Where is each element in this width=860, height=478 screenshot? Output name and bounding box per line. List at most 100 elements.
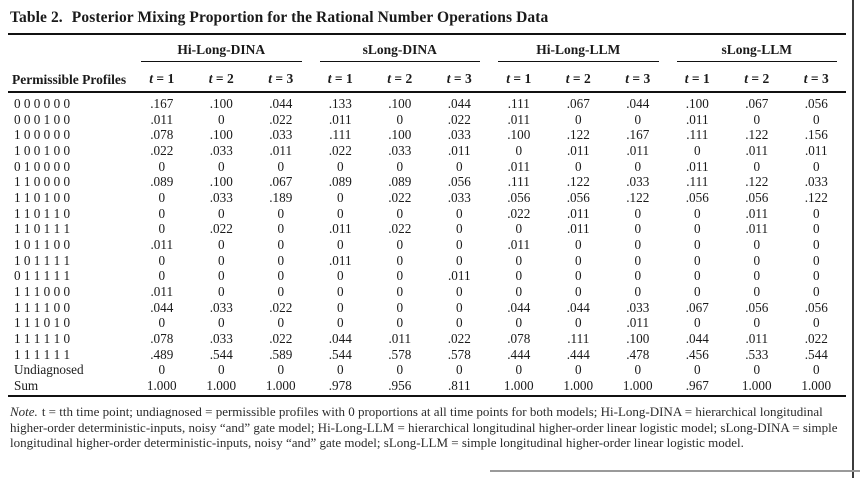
value-cell: .067 [685,299,709,315]
value-cell: .011 [566,205,590,221]
time-point-header: t = 2 [191,62,251,93]
time-point-header: t = 1 [132,62,192,93]
value-cell: .011 [328,252,352,268]
value-cell: .100 [209,96,233,111]
value-cell: 0 [693,252,701,268]
value-cell: .056 [745,299,769,315]
value-cell: 0 [217,111,225,127]
value-cell: .011 [507,158,531,174]
value-cell: 1.000 [727,377,787,398]
value-cell: .044 [507,299,531,315]
value-cell: .011 [507,236,531,252]
table-row: 1 1 0 1 1 1 0 .022 0 .011 .022 0 0 .011 0 0 .011 0 [8,221,846,237]
value-cell: .011 [388,330,412,346]
value-cell: .478 [626,346,650,362]
value-cell: 0 [812,221,820,237]
value-cell: 0 [812,268,820,284]
value-cell: 0 [158,362,166,378]
value-cell: .544 [328,346,352,362]
value-cell: .022 [328,142,352,158]
value-cell: 0 [515,283,523,299]
value-cell: .033 [209,330,233,346]
value-cell: 0 [277,221,285,237]
value-cell: .578 [447,346,471,362]
value-cell: .056 [804,299,828,315]
profile-cell: 1 1 0 1 0 0 [14,189,71,205]
table-row: Sum 1.000 1.000 1.000.978.956.811 1.000 1.000… [8,377,846,398]
value-cell: 0 [753,315,761,331]
table-row: 0 0 0 0 0 0 .167 .100 .044 .133 .100 .044 .111.… [8,92,846,112]
value-cell: .033 [388,142,412,158]
group-header-hi-long-llm: Hi-Long-LLM [489,35,668,62]
time-point-header: t = 2 [548,62,608,93]
value-cell: .056 [447,174,471,190]
value-cell: 1.000 [548,377,608,398]
profile-cell: 1 0 1 1 0 0 [14,236,71,252]
value-cell: 0 [634,268,642,284]
table-row: 1 1 0 1 1 0 0 0 0 0 0 0 .022 .011 0 0 .011 0 [8,206,846,222]
value-cell: 0 [396,158,404,174]
value-cell: .044 [566,299,590,315]
value-cell: .011 [626,315,650,331]
value-cell: .122 [804,189,828,205]
profile-cell: 0 0 0 1 0 0 [14,111,71,127]
value-cell: .189 [269,189,293,205]
value-cell: 0 [634,362,642,378]
value-cell: 0 [396,252,404,268]
value-cell: .456 [685,346,709,362]
value-cell: .044 [269,96,293,111]
value-cell: .100 [209,127,233,143]
value-cell: .444 [507,346,531,362]
group-label: Hi-Long-DINA [141,42,302,62]
value-cell: 0 [693,268,701,284]
value-cell: .444 [566,346,590,362]
value-cell: .033 [626,299,650,315]
time-point-header: t = 2 [370,62,430,93]
table-title: Table 2. Posterior Mixing Proportion for … [8,5,846,35]
note-label: Note. [10,404,38,420]
value-cell: 0 [277,205,285,221]
stub-header: Permissible Profiles [8,35,132,93]
value-cell: .011 [328,111,352,127]
value-cell: 0 [634,205,642,221]
profile-cell: 1 1 1 1 1 0 [14,330,71,346]
time-point-header: t = 3 [251,62,311,93]
note-text: t = tth time point; undiagnosed = permis… [10,404,838,451]
table-row: 1 1 1 1 1 1 .489 .544 .589 .544 .578 .578 .444.… [8,347,846,363]
value-cell: 1.000 [608,377,668,398]
value-cell: 0 [336,268,344,284]
value-cell: 1.000 [132,377,192,398]
value-cell: .044 [685,330,709,346]
value-cell: 0 [574,236,582,252]
value-cell: 0 [158,252,166,268]
value-cell: .967 [667,377,727,398]
value-cell: 0 [217,315,225,331]
table-row: Undiagnosed 0 0 0 0 0 0 0 0 0 0 0 0 [8,362,846,378]
value-cell: .022 [209,221,233,237]
value-cell: 0 [574,362,582,378]
value-cell: 0 [396,111,404,127]
value-cell: .011 [626,142,650,158]
value-cell: .033 [626,174,650,190]
value-cell: .978 [310,377,370,398]
value-cell: .011 [745,221,769,237]
value-cell: .489 [150,346,174,362]
value-cell: .056 [745,189,769,205]
value-cell: 0 [455,283,463,299]
value-cell: .011 [507,111,531,127]
value-cell: 0 [396,299,404,315]
value-cell: 0 [634,283,642,299]
table-row: 1 1 0 0 0 0 .089 .100 .067 .089 .089 .056 .111.… [8,174,846,190]
page-edge-vertical-line [852,0,854,478]
value-cell: .533 [745,346,769,362]
value-cell: .033 [209,142,233,158]
value-cell: 0 [217,252,225,268]
value-cell: 0 [217,268,225,284]
table-row: 0 0 0 1 0 0 .011 0 .022 .011 0 .022 .011 0 0 .011 0… [8,112,846,128]
time-point-header: t = 1 [667,62,727,93]
value-cell: .100 [626,330,650,346]
value-cell: 0 [158,221,166,237]
group-label: Hi-Long-LLM [498,42,659,62]
value-cell: .122 [626,189,650,205]
